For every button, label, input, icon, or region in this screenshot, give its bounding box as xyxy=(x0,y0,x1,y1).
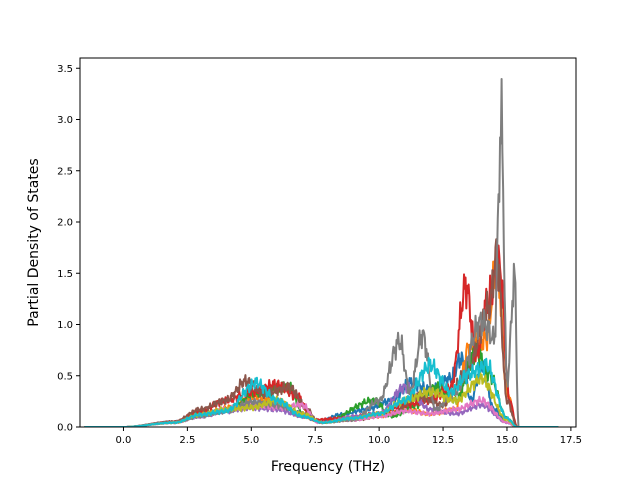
x-tick-label: 5.0 xyxy=(243,435,259,446)
pdos-series-line xyxy=(84,356,559,427)
x-tick-label: 0.0 xyxy=(116,435,132,446)
x-tick-label: 12.5 xyxy=(432,435,454,446)
y-tick-label: 1.0 xyxy=(57,320,73,331)
y-tick-label: 0.5 xyxy=(57,371,73,382)
y-axis-ticks: 0.0 0.5 1.0 1.5 2.0 2.5 3.0 3.5 xyxy=(57,64,80,434)
y-tick-label: 1.5 xyxy=(57,269,73,280)
plot-frame xyxy=(79,57,577,428)
x-axis-label: Frequency (THz) xyxy=(271,459,385,475)
x-tick-label: 17.5 xyxy=(560,435,582,446)
x-axis-ticks: 0.0 2.5 5.0 7.5 10.0 12.5 15.0 17.5 xyxy=(116,427,582,446)
y-tick-label: 2.0 xyxy=(57,218,73,229)
x-tick-label: 7.5 xyxy=(307,435,323,446)
series-layer xyxy=(84,77,559,427)
y-axis-label: Partial Density of States xyxy=(26,158,42,326)
y-tick-label: 3.5 xyxy=(57,64,73,75)
x-tick-label: 2.5 xyxy=(179,435,195,446)
y-tick-label: 2.5 xyxy=(57,166,73,177)
y-tick-label: 3.0 xyxy=(57,115,73,126)
y-tick-label: 0.0 xyxy=(57,423,73,434)
x-tick-label: 10.0 xyxy=(368,435,390,446)
x-tick-label: 15.0 xyxy=(496,435,518,446)
